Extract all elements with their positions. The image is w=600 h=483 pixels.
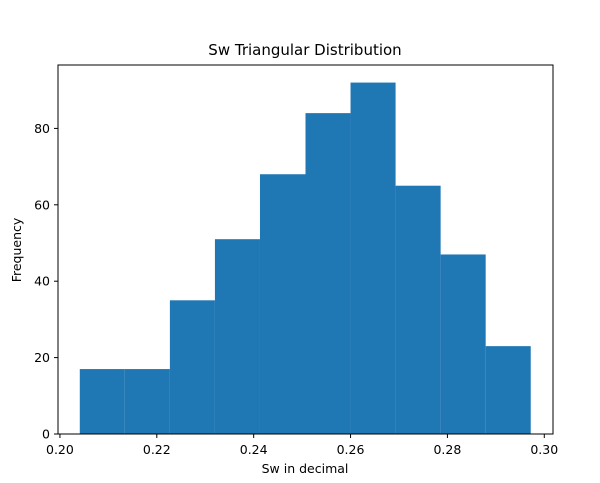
histogram-bar bbox=[305, 113, 351, 434]
y-tick-label: 60 bbox=[34, 197, 50, 212]
x-tick-label: 0.26 bbox=[337, 442, 365, 457]
x-tick-label: 0.22 bbox=[143, 442, 171, 457]
chart-title: Sw Triangular Distribution bbox=[208, 41, 401, 59]
x-axis-label: Sw in decimal bbox=[262, 461, 349, 476]
y-axis: 0 20 40 60 80 bbox=[34, 121, 58, 442]
histogram-bar bbox=[440, 254, 486, 434]
histogram-bar bbox=[124, 369, 170, 434]
x-tick-label: 0.20 bbox=[46, 442, 74, 457]
x-axis: 0.20 0.22 0.24 0.26 0.28 0.30 bbox=[46, 434, 558, 457]
histogram-bar bbox=[214, 239, 260, 434]
histogram-bar bbox=[169, 300, 215, 434]
histogram-bar bbox=[485, 346, 531, 434]
y-tick-label: 80 bbox=[34, 121, 50, 136]
histogram-bar bbox=[259, 174, 306, 434]
y-tick-label: 40 bbox=[34, 274, 50, 289]
histogram-bar bbox=[395, 185, 441, 434]
x-tick-label: 0.24 bbox=[240, 442, 268, 457]
bars-group bbox=[79, 82, 531, 435]
plot-frame bbox=[57, 64, 554, 435]
y-tick-label: 0 bbox=[42, 427, 50, 442]
y-axis-label: Frequency bbox=[9, 217, 24, 282]
x-tick-label: 0.30 bbox=[530, 442, 558, 457]
y-tick-label: 20 bbox=[34, 350, 50, 365]
x-tick-label: 0.28 bbox=[433, 442, 461, 457]
histogram-bar bbox=[350, 82, 396, 435]
histogram-bar bbox=[79, 369, 125, 434]
